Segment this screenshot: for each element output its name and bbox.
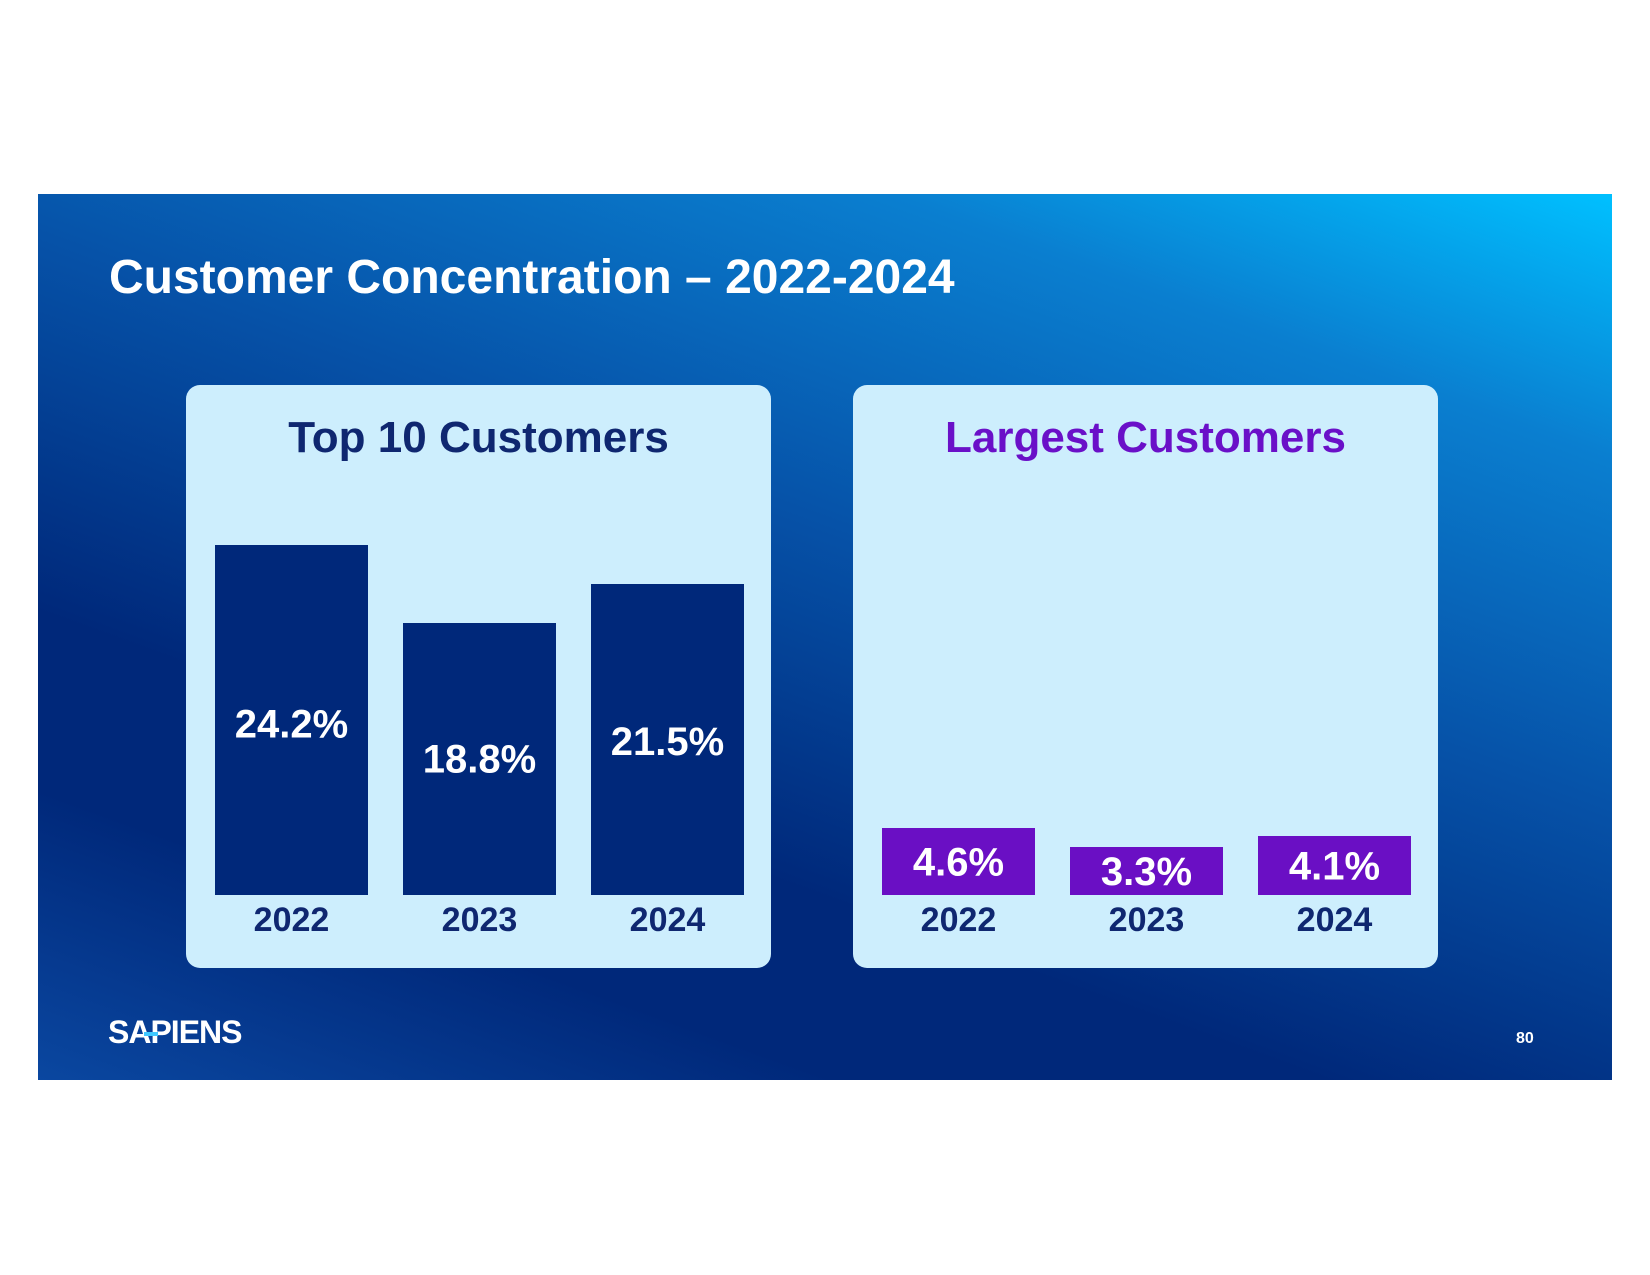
top10-bar-chart: 24.2% 2022 18.8% 2023 21.5% 2024 [215,545,744,939]
largest-panel: Largest Customers 4.6% 2022 3.3% 2023 4.1% 20… [853,385,1438,968]
largest-bar-2022 [882,828,1035,895]
largest-category-label: 2024 [1297,901,1373,939]
largest-bar-2023 [1070,847,1223,895]
slide-title: Customer Concentration – 2022-2024 [109,251,955,304]
top10-bar-2022 [215,545,368,895]
largest-bar-chart: 4.6% 2022 3.3% 2023 4.1% 2024 [882,828,1411,939]
slide: Customer Concentration – 2022-2024 Top 1… [38,194,1612,1080]
top10-value-label: 24.2% [235,703,348,747]
top10-category-label: 2024 [630,901,706,939]
top10-bar-2024 [591,584,744,895]
page-number: 80 [1516,1030,1534,1047]
largest-chart-title: Largest Customers [944,413,1346,462]
largest-category-label: 2022 [921,901,997,939]
logo-accent-mark [144,1032,158,1036]
top10-value-label: 18.8% [423,738,536,782]
largest-bar-2024 [1258,836,1411,895]
top10-value-label: 21.5% [611,720,724,764]
top10-category-label: 2022 [254,901,330,939]
top10-category-label: 2023 [442,901,518,939]
top10-chart-title: Top 10 Customers [288,413,669,462]
largest-value-label: 3.3% [1101,850,1192,894]
sapiens-logo: SAPIENS [108,1014,242,1050]
top10-panel: Top 10 Customers 24.2% 2022 18.8% 2023 21.5%… [186,385,771,968]
largest-category-label: 2023 [1109,901,1185,939]
top10-bar-2023 [403,623,556,895]
largest-value-label: 4.6% [913,841,1004,885]
largest-value-label: 4.1% [1289,845,1380,889]
